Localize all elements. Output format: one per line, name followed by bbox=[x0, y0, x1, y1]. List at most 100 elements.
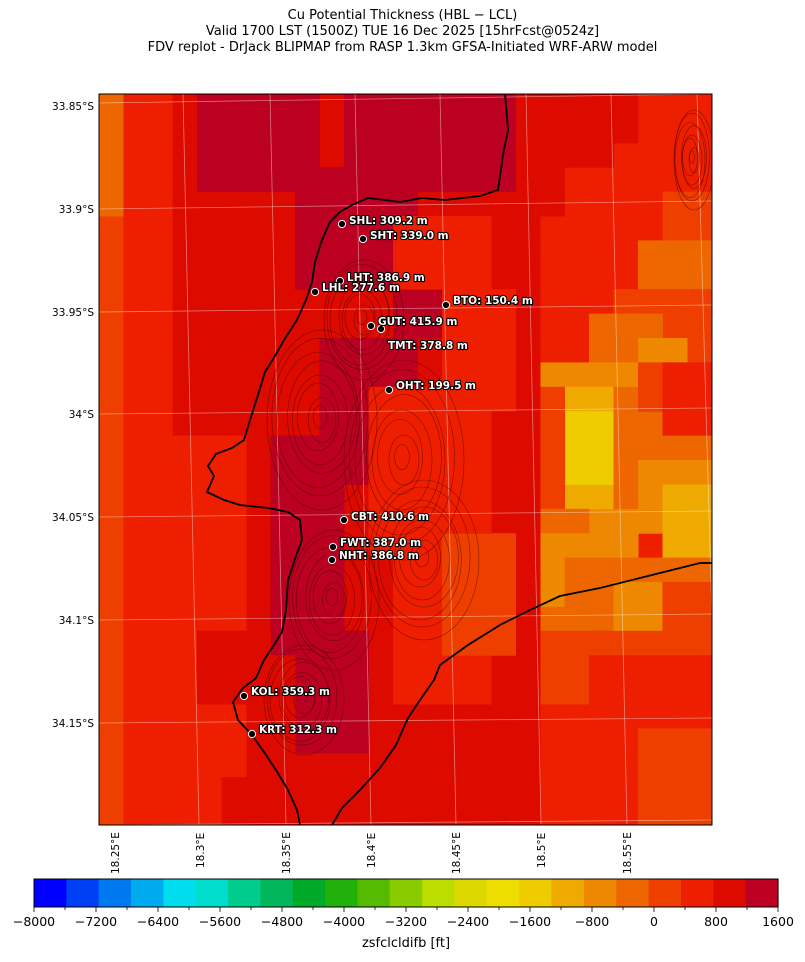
contour-line bbox=[343, 359, 465, 561]
station-tmt[interactable]: TMT: 378.8 m bbox=[387, 339, 469, 353]
lon-label: 18.5°E bbox=[536, 833, 548, 868]
map-title: Cu Potential Thickness (HBL − LCL) Valid… bbox=[0, 8, 805, 56]
contour-line bbox=[293, 685, 315, 715]
station-kol[interactable]: KOL: 359.3 m bbox=[239, 685, 331, 701]
station-marker bbox=[310, 287, 320, 297]
contour-line bbox=[338, 279, 390, 355]
station-marker bbox=[441, 300, 451, 310]
station-label: CBT: 410.6 m bbox=[351, 511, 429, 523]
colorbar-tick-label: −6400 bbox=[137, 914, 179, 929]
lat-label: 33.85°S bbox=[52, 101, 94, 113]
contour-line bbox=[368, 479, 480, 641]
contour-line bbox=[322, 582, 346, 618]
lat-label: 34°S bbox=[69, 409, 95, 421]
station-label: LHT: 386.9 m bbox=[347, 272, 425, 284]
station-oht[interactable]: OHT: 199.5 m bbox=[384, 379, 477, 395]
station-marker bbox=[239, 691, 249, 701]
field-cell bbox=[221, 777, 369, 825]
station-lht[interactable]: LHT: 386.9 m bbox=[335, 271, 426, 286]
colorbar-swatch bbox=[357, 879, 391, 907]
colorbar-tick-label: 0 bbox=[650, 914, 658, 929]
station-label: FWT: 387.0 m bbox=[340, 537, 421, 549]
station-marker bbox=[337, 219, 347, 229]
lat-label: 34.05°S bbox=[52, 512, 94, 524]
colorbar-swatch bbox=[519, 879, 553, 907]
contour-line bbox=[674, 112, 710, 202]
contour-line bbox=[296, 689, 308, 705]
contour-line bbox=[344, 294, 376, 340]
colorbar-swatch bbox=[34, 879, 67, 907]
contour-line bbox=[366, 394, 442, 520]
contour-line bbox=[341, 289, 383, 351]
station-markers: SHL: 309.2 m SHT: 339.0 m LHT: 386.9 m L… bbox=[239, 214, 534, 739]
contour-line bbox=[378, 499, 462, 621]
coastline bbox=[205, 94, 509, 825]
station-marker bbox=[247, 729, 257, 739]
station-marker bbox=[335, 276, 345, 286]
lon-label: 18.55°E bbox=[622, 832, 634, 874]
contour-line bbox=[278, 662, 330, 732]
station-bto[interactable]: BTO: 150.4 m bbox=[441, 294, 534, 310]
field-cell bbox=[197, 630, 271, 705]
station-gut[interactable]: GUT: 415.9 m bbox=[366, 315, 459, 334]
contour-line bbox=[312, 570, 348, 624]
colorbar: −8000 −7200 −6400 −5600 −4800 −4000 −320… bbox=[13, 878, 794, 929]
colorbar-swatch bbox=[551, 879, 585, 907]
colorbar-title: zsfclcldifb [ft] bbox=[361, 936, 451, 951]
colorbar-swatch bbox=[389, 879, 423, 907]
station-cbt[interactable]: CBT: 410.6 m bbox=[339, 510, 430, 525]
title-line-2: Valid 1700 LST (1500Z) TUE 16 Dec 2025 [… bbox=[205, 24, 600, 39]
colorbar-tick-label: −3200 bbox=[385, 914, 427, 929]
station-label: SHT: 339.0 m bbox=[370, 230, 449, 242]
contour-line bbox=[673, 109, 712, 211]
contour-line bbox=[309, 564, 355, 636]
coastline-false-bay bbox=[331, 562, 712, 825]
colorbar-ticks bbox=[33, 907, 779, 912]
field-cell bbox=[393, 216, 492, 290]
colorbar-tick-label: −800 bbox=[575, 914, 609, 929]
station-shl[interactable]: SHL: 309.2 m bbox=[337, 214, 429, 229]
station-label: LHL: 277.6 m bbox=[322, 282, 400, 294]
station-label: KRT: 312.3 m bbox=[259, 724, 337, 736]
lon-label: 18.25°E bbox=[110, 832, 122, 874]
station-label: NHT: 386.8 m bbox=[339, 550, 419, 562]
colorbar-tick-label: 800 bbox=[704, 914, 728, 929]
contour-line bbox=[349, 369, 455, 545]
contour-line bbox=[329, 274, 391, 366]
contour-line bbox=[681, 125, 707, 189]
colorbar-tick-label: −8000 bbox=[13, 914, 55, 929]
contour-line bbox=[399, 526, 441, 588]
contour-line bbox=[281, 672, 323, 728]
colorbar-swatch bbox=[292, 879, 326, 907]
colorbar-swatch bbox=[616, 879, 650, 907]
station-marker-tmt bbox=[376, 324, 386, 334]
colorbar-swatch bbox=[66, 879, 100, 907]
contour-line bbox=[394, 444, 410, 470]
colorbar-tick-label: 1600 bbox=[762, 914, 794, 929]
contour-line bbox=[326, 587, 338, 607]
contour-line bbox=[284, 676, 316, 718]
colorbar-swatch bbox=[195, 879, 229, 907]
colorbar-swatches bbox=[34, 879, 779, 907]
field-cell bbox=[662, 484, 712, 559]
field-cell bbox=[417, 411, 492, 534]
lon-label: 18.45°E bbox=[451, 832, 463, 874]
station-nht[interactable]: NHT: 386.8 m bbox=[327, 549, 420, 565]
latitude-axis: 33.85°S 33.9°S 33.95°S 34°S 34.05°S 34.1… bbox=[52, 101, 94, 730]
station-label: SHL: 309.2 m bbox=[349, 215, 428, 227]
field-cell bbox=[442, 289, 516, 412]
station-sht[interactable]: SHT: 339.0 m bbox=[358, 229, 450, 243]
title-line-3: FDV replot - DrJack BLIPMAP from RASP 1.… bbox=[147, 40, 658, 55]
lon-label: 18.35°E bbox=[281, 832, 293, 874]
colorbar-tick-label: −4800 bbox=[261, 914, 303, 929]
station-krt[interactable]: KRT: 312.3 m bbox=[247, 723, 338, 739]
contour-line bbox=[292, 374, 348, 466]
lat-label: 34.15°S bbox=[52, 718, 94, 730]
station-lhl[interactable]: LHL: 277.6 m bbox=[310, 281, 401, 297]
station-label: KOL: 359.3 m bbox=[251, 686, 330, 698]
contour-line bbox=[276, 352, 360, 488]
contour-line bbox=[389, 506, 459, 608]
contour-line bbox=[356, 309, 368, 325]
station-fwt[interactable]: FWT: 387.0 m bbox=[328, 536, 422, 552]
lat-label: 34.1°S bbox=[59, 615, 95, 627]
